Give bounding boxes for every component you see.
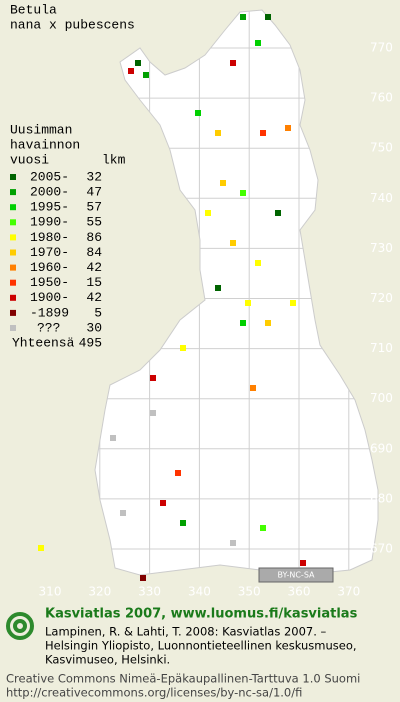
x-label: 330 <box>138 585 161 599</box>
legend-label: 1960- <box>30 260 69 275</box>
license-badge-box <box>258 567 334 583</box>
legend-heading: vuosi <box>10 152 49 167</box>
subtitle: nana x pubescens <box>10 17 135 32</box>
legend-swatch <box>10 234 16 241</box>
legend-label: 2000- <box>30 185 69 200</box>
citation-line: Lampinen, R. & Lahti, T. 2008: Kasviatla… <box>45 625 327 639</box>
legend-heading: Uusimman <box>10 122 72 137</box>
legend-count: 5 <box>94 305 102 320</box>
legend-label: 1950- <box>30 275 69 290</box>
legend-swatch <box>10 219 16 226</box>
title: Betula <box>10 2 57 17</box>
logo <box>6 612 34 640</box>
total-count: 495 <box>79 336 102 351</box>
legend-count: 42 <box>86 290 102 305</box>
legend-swatch <box>10 204 16 211</box>
map-dots <box>38 14 306 581</box>
legend-swatch <box>10 325 16 331</box>
y-label: 730 <box>370 241 393 255</box>
y-label: 750 <box>370 141 393 155</box>
legend-count: 30 <box>86 320 102 335</box>
footer-headline: Kasviatlas 2007, www.luomus.fi/kasviatla… <box>45 607 358 622</box>
legend-label: 2005- <box>30 169 69 184</box>
legend-count: 15 <box>86 275 102 290</box>
legend-count: 47 <box>86 185 102 200</box>
legend-count: 42 <box>86 260 102 275</box>
x-label: 350 <box>238 585 261 599</box>
legend-label: -1899 <box>30 305 69 320</box>
legend-count: 55 <box>86 215 102 230</box>
legend-count: 84 <box>86 245 102 260</box>
y-label: 760 <box>370 91 393 105</box>
legend-label: ??? <box>37 320 60 335</box>
citation-line: Kasvimuseo, Helsinki. <box>45 653 170 667</box>
legend-heading: havainnon <box>10 137 80 152</box>
total-label: Yhteensä <box>12 336 75 351</box>
license-line: http://creativecommons.org/licenses/by-n… <box>6 686 302 700</box>
legend-swatch <box>10 249 16 256</box>
y-label: 670 <box>370 542 393 556</box>
legend-label: 1970- <box>30 245 69 260</box>
legend-swatch <box>10 264 16 271</box>
license-line: Creative Commons Nimeä-Epäkaupallinen-Ta… <box>6 672 360 686</box>
y-label: 700 <box>370 391 393 405</box>
x-label: 360 <box>288 585 311 599</box>
x-label: 370 <box>337 585 360 599</box>
legend-swatch <box>10 294 16 301</box>
legend-count-heading: lkm <box>102 152 126 167</box>
y-label: 680 <box>370 491 393 505</box>
x-label: 340 <box>188 585 211 599</box>
legend-swatch <box>10 279 16 286</box>
y-label: 740 <box>370 191 393 205</box>
legend-count: 86 <box>86 230 102 245</box>
y-label: 710 <box>370 341 393 355</box>
legend-label: 1995- <box>30 200 69 215</box>
x-label: 310 <box>39 585 62 599</box>
license-badge: BY-NC-SA <box>277 571 315 580</box>
x-label: 320 <box>88 585 111 599</box>
legend-swatch <box>10 189 16 196</box>
y-label: 720 <box>370 291 393 305</box>
legend-label: 1990- <box>30 215 69 230</box>
legend-count: 57 <box>86 200 102 215</box>
legend-label: 1900- <box>30 290 69 305</box>
legend-swatch <box>10 309 16 316</box>
y-label: 770 <box>370 41 393 55</box>
y-label: 690 <box>370 441 393 455</box>
legend-swatch <box>10 174 16 180</box>
citation-line: Helsingin Yliopisto, Luonnontieteellinen… <box>45 639 357 653</box>
map-land <box>94 9 379 576</box>
legend-count: 32 <box>86 169 102 184</box>
legend-label: 1980- <box>30 230 69 245</box>
